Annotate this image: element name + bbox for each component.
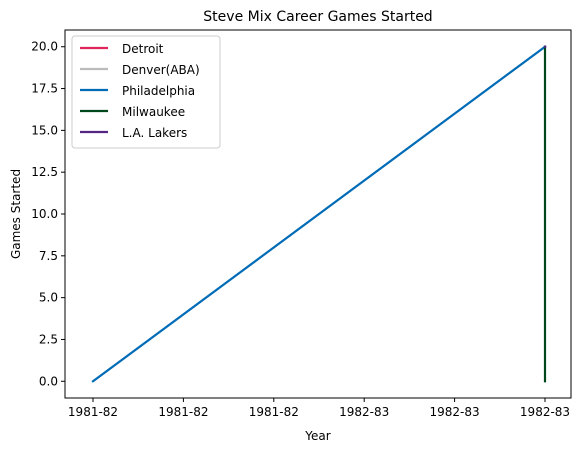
y-tick-label: 5.0: [39, 291, 58, 305]
legend-label: Detroit: [122, 42, 164, 56]
x-tick-label: 1981-82: [249, 405, 299, 419]
y-axis: 0.0 2.5 5.0 7.5 10.0 12.5 15.0 17.5 20.0: [31, 40, 65, 388]
y-tick-label: 15.0: [31, 123, 58, 137]
y-tick-label: 17.5: [31, 82, 58, 96]
y-tick-label: 10.0: [31, 207, 58, 221]
legend-label: Philadelphia: [122, 84, 195, 98]
x-tick-label: 1982-83: [520, 405, 570, 419]
x-axis: 1981-82 1981-82 1981-82 1982-83 1982-83 1982-…: [68, 398, 570, 419]
legend-label: Milwaukee: [122, 105, 185, 119]
x-tick-label: 1982-83: [339, 405, 389, 419]
y-tick-label: 2.5: [39, 332, 58, 346]
y-axis-label: Games Started: [9, 169, 23, 259]
legend-label: Denver(ABA): [122, 63, 200, 77]
legend: Detroit Denver(ABA) Philadelphia Milwaukee L…: [71, 35, 221, 149]
y-tick-label: 0.0: [39, 374, 58, 388]
x-tick-label: 1982-83: [430, 405, 480, 419]
chart-title: Steve Mix Career Games Started: [203, 9, 432, 25]
y-tick-label: 20.0: [31, 40, 58, 54]
x-tick-label: 1981-82: [158, 405, 208, 419]
y-tick-label: 12.5: [31, 165, 58, 179]
series-line-philadelphia: [91, 45, 547, 383]
x-axis-label: Year: [304, 429, 330, 443]
legend-label: L.A. Lakers: [122, 126, 187, 140]
x-tick-label: 1981-82: [68, 405, 118, 419]
series-lines: [91, 45, 547, 383]
y-tick-label: 7.5: [39, 249, 58, 263]
legend-box: [71, 35, 221, 149]
